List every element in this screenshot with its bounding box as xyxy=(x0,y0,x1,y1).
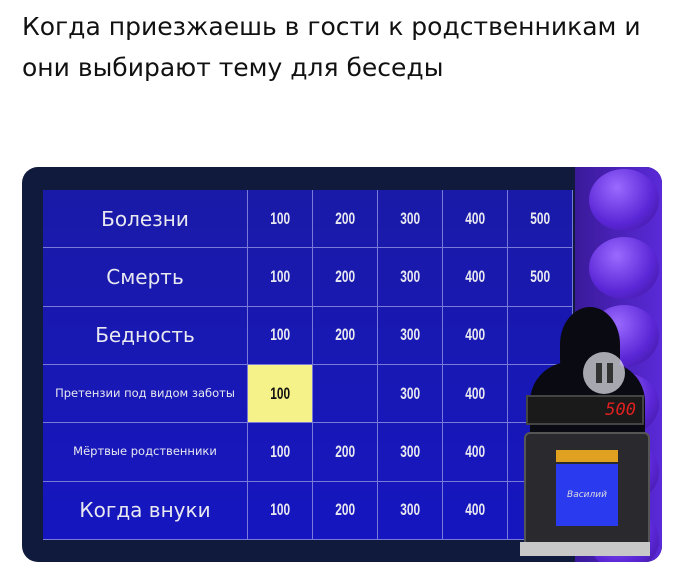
question-cell[interactable]: 100 xyxy=(248,481,313,540)
decor-sphere xyxy=(589,169,659,231)
question-value: 300 xyxy=(400,208,420,228)
question-cell[interactable]: 500 xyxy=(508,190,573,249)
question-cell[interactable]: 200 xyxy=(313,481,378,540)
question-cell[interactable]: 100 xyxy=(248,248,313,307)
category-label: Мёртвые родственники xyxy=(43,423,248,482)
category-label: Бедность xyxy=(43,306,248,365)
question-cell[interactable]: 100 xyxy=(248,306,313,365)
question-value: 100 xyxy=(270,266,290,286)
question-value: 300 xyxy=(400,383,420,403)
question-cell[interactable]: 400 xyxy=(443,306,508,365)
question-value: 300 xyxy=(400,500,420,520)
question-cell[interactable]: 300 xyxy=(378,423,443,482)
question-value: 200 xyxy=(335,500,355,520)
question-value: 100 xyxy=(270,441,290,461)
question-value: 400 xyxy=(465,325,485,345)
category-label: Когда внуки xyxy=(43,481,248,540)
question-cell[interactable]: 200 xyxy=(313,306,378,365)
podium-base xyxy=(520,542,650,556)
category-label: Смерть xyxy=(43,248,248,307)
question-value: 200 xyxy=(335,325,355,345)
category-label: Болезни xyxy=(43,190,248,249)
question-cell[interactable]: 300 xyxy=(378,306,443,365)
podium-stand: Василий xyxy=(524,432,650,546)
question-cell[interactable]: 100 xyxy=(248,423,313,482)
question-value: 400 xyxy=(465,208,485,228)
question-value: 200 xyxy=(335,266,355,286)
question-value: 100 xyxy=(270,500,290,520)
meme-caption: Когда приезжаешь в гости к родственникам… xyxy=(22,12,641,82)
question-cell[interactable]: 300 xyxy=(378,190,443,249)
player-podium: 500 Василий xyxy=(520,307,650,557)
question-value: 400 xyxy=(465,500,485,520)
question-value: 400 xyxy=(465,383,485,403)
question-cell[interactable]: 300 xyxy=(378,481,443,540)
question-value: 300 xyxy=(400,325,420,345)
question-value: 100 xyxy=(270,325,290,345)
podium-lamp xyxy=(556,450,618,462)
question-cell[interactable]: 300 xyxy=(378,364,443,424)
question-value: 300 xyxy=(400,266,420,286)
question-grid: Болезни 100 200 300 400 500 Смерть 100 200 300 400… xyxy=(43,190,573,540)
question-value: 200 xyxy=(335,441,355,461)
question-cell[interactable]: 100 xyxy=(248,190,313,249)
question-value: 400 xyxy=(465,266,485,286)
question-cell[interactable]: 300 xyxy=(378,248,443,307)
question-value: 400 xyxy=(465,441,485,461)
question-cell[interactable]: 100 xyxy=(248,364,313,424)
question-cell[interactable]: 400 xyxy=(443,190,508,249)
question-cell[interactable]: 400 xyxy=(443,423,508,482)
question-cell[interactable]: 400 xyxy=(443,481,508,540)
question-value: 200 xyxy=(335,208,355,228)
question-value: 100 xyxy=(270,383,290,403)
question-cell[interactable]: 400 xyxy=(443,248,508,307)
question-cell[interactable]: 500 xyxy=(508,248,573,307)
question-value: 500 xyxy=(530,208,550,228)
player-score: 500 xyxy=(526,395,644,425)
question-value: 100 xyxy=(270,208,290,228)
question-value: 500 xyxy=(530,266,550,286)
question-cell[interactable]: 200 xyxy=(313,190,378,249)
category-label: Претензии под видом заботы xyxy=(43,364,248,424)
pause-icon[interactable] xyxy=(583,352,625,394)
question-cell[interactable]: 400 xyxy=(443,364,508,424)
player-name: Василий xyxy=(556,464,618,526)
jeopardy-board: Болезни 100 200 300 400 500 Смерть 100 200 300 400… xyxy=(22,167,662,562)
decor-sphere xyxy=(589,237,659,299)
question-cell[interactable]: 200 xyxy=(313,423,378,482)
empty-cell xyxy=(313,364,378,424)
question-value: 300 xyxy=(400,441,420,461)
question-cell[interactable]: 200 xyxy=(313,248,378,307)
